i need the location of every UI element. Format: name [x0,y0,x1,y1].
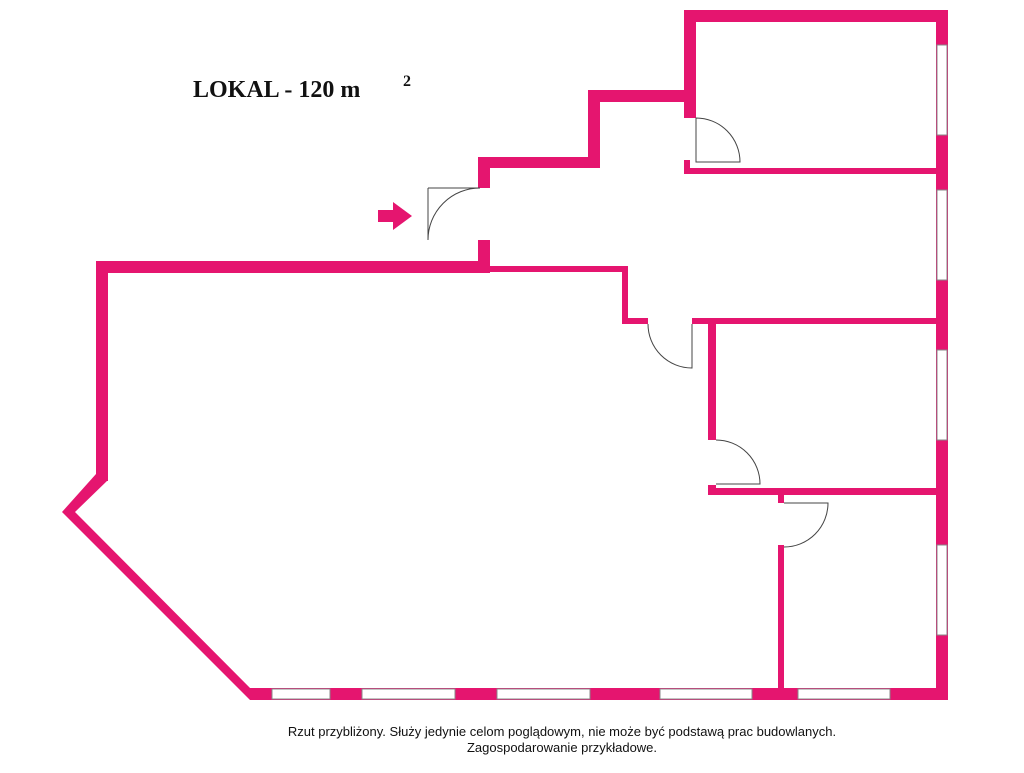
entrance-arrow [378,202,412,230]
note-line: Zagospodarowanie przykładowe. [467,740,657,755]
walls [62,10,948,700]
windows [271,44,948,700]
note-line: Rzut przybliżony. Służy jedynie celom po… [288,724,836,739]
title-superscript: 2 [403,73,411,90]
doors [427,117,829,548]
title: LOKAL - 120 m [193,77,360,103]
